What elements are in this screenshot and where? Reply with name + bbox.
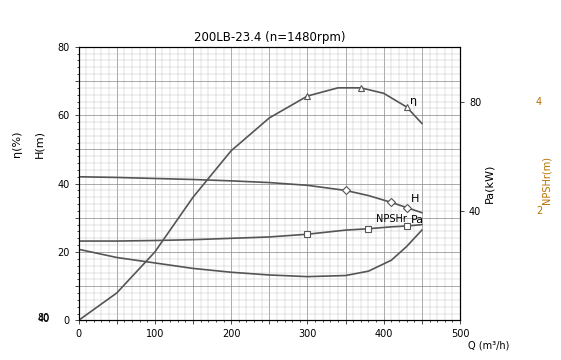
Text: H(m): H(m) <box>34 130 44 158</box>
Text: NPSHr(m): NPSHr(m) <box>542 156 552 204</box>
Text: H: H <box>411 194 419 204</box>
Text: 80: 80 <box>38 313 50 323</box>
Text: 2: 2 <box>536 206 542 216</box>
Text: η(%): η(%) <box>12 131 22 157</box>
Text: 4: 4 <box>536 96 542 107</box>
Text: Q (m³/h): Q (m³/h) <box>468 341 510 351</box>
Y-axis label: Pa(kW): Pa(kW) <box>484 164 494 203</box>
Text: η: η <box>411 96 417 106</box>
Text: NPSHr: NPSHr <box>376 214 407 224</box>
Text: Pa: Pa <box>411 215 424 225</box>
Text: 40: 40 <box>38 314 50 324</box>
Title: 200LB-23.4 (n=1480rpm): 200LB-23.4 (n=1480rpm) <box>194 31 345 44</box>
